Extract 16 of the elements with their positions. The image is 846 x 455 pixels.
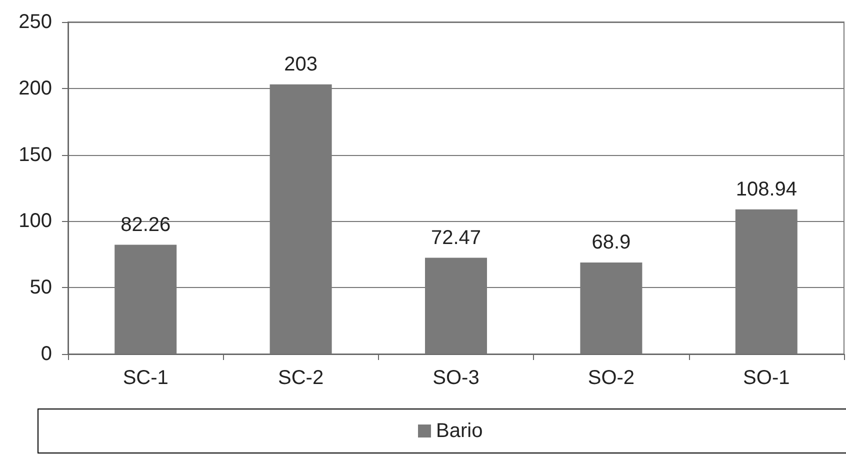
data-label: 72.47 <box>430 226 482 249</box>
x-tick-label: SO-3 <box>432 367 480 389</box>
x-tick-label: SO-1 <box>743 367 790 389</box>
y-tick-label: 100 <box>18 210 52 232</box>
data-label: 68.9 <box>592 232 631 254</box>
y-tick-label: 50 <box>30 276 52 299</box>
y-tick-label: 250 <box>18 11 52 33</box>
data-label: 108.94 <box>736 178 797 200</box>
x-tick-label: SC-1 <box>122 367 168 389</box>
x-tick-label: SO-2 <box>588 367 635 389</box>
y-tick-label: 150 <box>18 144 52 166</box>
legend-label: Bario <box>436 420 483 442</box>
y-tick-label: 200 <box>18 77 52 100</box>
x-tick-label: SC-2 <box>278 367 324 389</box>
data-label: 203 <box>284 53 318 76</box>
y-tick-label: 0 <box>40 343 52 365</box>
